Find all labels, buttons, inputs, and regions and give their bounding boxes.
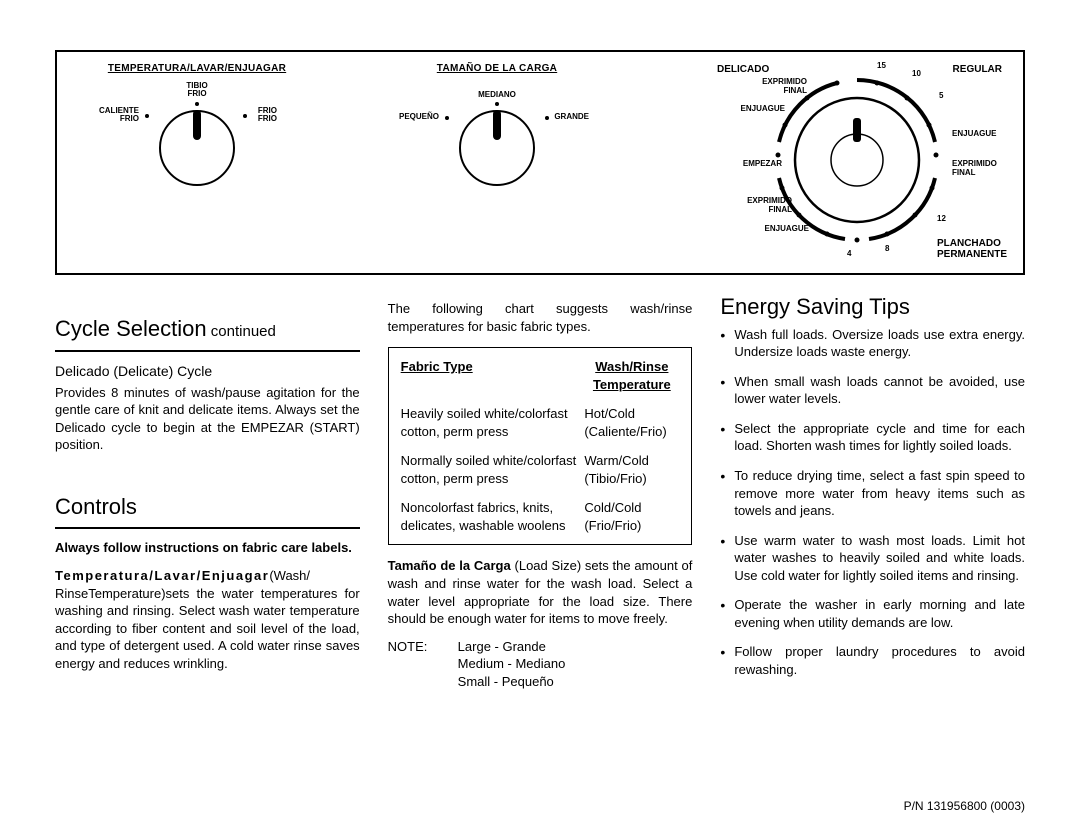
content-columns: Cycle Selection continued Delicado (Deli… xyxy=(55,300,1025,690)
control-panel-diagram: TEMPERATURA/LAVAR/ENJUAGAR TIBIOFRIO CAL… xyxy=(55,50,1025,275)
chart-intro: The following chart suggests wash/rinse … xyxy=(388,300,693,335)
tip-item: Use warm water to wash most loads. Limit… xyxy=(720,532,1025,585)
temp-tick-left: CALIENTEFRIO xyxy=(99,107,139,123)
temp-dial-title: TEMPERATURA/LAVAR/ENJUAGAR xyxy=(77,62,317,76)
tip-item: When small wash loads cannot be avoided,… xyxy=(720,373,1025,408)
chart-r1a: Heavily soiled white/colorfast cotton, p… xyxy=(401,405,585,440)
temp-tick-right: FRIOFRIO xyxy=(258,107,277,123)
heading-energy: Energy Saving Tips xyxy=(720,292,1025,322)
heading-cycle-selection: Cycle Selection continued xyxy=(55,314,360,344)
tip-item: Operate the washer in early morning and … xyxy=(720,596,1025,631)
column-1: Cycle Selection continued Delicado (Deli… xyxy=(55,300,360,690)
load-dial-title: TAMAÑO DE LA CARGA xyxy=(387,62,607,76)
controls-bold: Always follow instructions on fabric car… xyxy=(55,539,360,557)
temp-tick-top: TIBIOFRIO xyxy=(186,82,207,98)
chart-r2b: Warm/Cold(Tibio/Frio) xyxy=(584,452,679,487)
load-tick-left: PEQUEÑO xyxy=(399,112,439,123)
load-tick-top: MEDIANO xyxy=(478,90,516,101)
cycle-dial-group: DELICADO REGULAR PLANCHADOPERMANENTE xyxy=(667,60,1007,265)
chart-r2a: Normally soiled white/colorfast cotton, … xyxy=(401,452,585,487)
tip-item: Wash full loads. Oversize loads use extr… xyxy=(720,326,1025,361)
temperature-dial-group: TEMPERATURA/LAVAR/ENJUAGAR TIBIOFRIO CAL… xyxy=(77,62,317,197)
delicado-heading: Delicado (Delicate) Cycle xyxy=(55,362,360,381)
chart-r1b: Hot/Cold(Caliente/Frio) xyxy=(584,405,679,440)
column-2: The following chart suggests wash/rinse … xyxy=(388,300,693,690)
load-dial xyxy=(459,110,535,186)
tip-item: To reduce drying time, select a fast spi… xyxy=(720,467,1025,520)
fabric-chart: Fabric Type Wash/RinseTemperature Heavil… xyxy=(388,347,693,545)
delicado-text: Provides 8 minutes of wash/pause agitati… xyxy=(55,384,360,454)
tip-item: Select the appropriate cycle and time fo… xyxy=(720,420,1025,455)
column-3: Energy Saving Tips Wash full loads. Over… xyxy=(720,300,1025,690)
chart-r3a: Noncolorfast fabrics, knits, delicates, … xyxy=(401,499,585,534)
temp-dial xyxy=(159,110,235,186)
chart-h2: Wash/RinseTemperature xyxy=(584,358,679,393)
temp-paragraph: Temperatura/Lavar/Enjuagar(Wash/ RinseTe… xyxy=(55,567,360,672)
note-sizes: Large - GrandeMedium - MedianoSmall - Pe… xyxy=(458,638,566,691)
load-tick-right: GRANDE xyxy=(554,112,589,123)
chart-r3b: Cold/Cold(Frio/Frio) xyxy=(584,499,679,534)
note-block: NOTE: Large - GrandeMedium - MedianoSmal… xyxy=(388,638,693,691)
chart-h1: Fabric Type xyxy=(401,358,473,393)
load-paragraph: Tamaño de la Carga (Load Size) sets the … xyxy=(388,557,693,627)
load-dial-group: TAMAÑO DE LA CARGA MEDIANO PEQUEÑO GRAND… xyxy=(387,62,607,197)
heading-controls: Controls xyxy=(55,492,360,522)
part-number: P/N 131956800 (0003) xyxy=(904,798,1025,814)
tips-list: Wash full loads. Oversize loads use extr… xyxy=(720,326,1025,679)
tip-item: Follow proper laundry procedures to avoi… xyxy=(720,643,1025,678)
